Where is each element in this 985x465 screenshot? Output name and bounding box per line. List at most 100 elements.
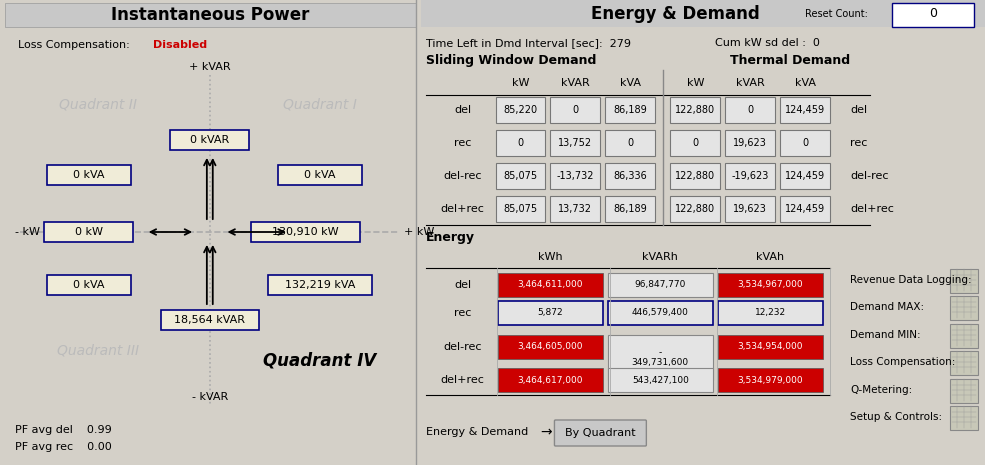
FancyBboxPatch shape [671, 130, 720, 156]
Text: 0 kVA: 0 kVA [73, 280, 104, 290]
Text: 446,579,400: 446,579,400 [632, 308, 689, 318]
Text: PF avg del    0.99: PF avg del 0.99 [15, 425, 111, 435]
Text: Demand MIN:: Demand MIN: [850, 330, 921, 340]
Text: del-rec: del-rec [443, 342, 482, 352]
FancyBboxPatch shape [495, 163, 546, 189]
Text: del-rec: del-rec [443, 171, 482, 181]
Text: 124,459: 124,459 [785, 171, 825, 181]
Text: 19,623: 19,623 [733, 204, 767, 214]
FancyBboxPatch shape [608, 301, 713, 325]
FancyBboxPatch shape [555, 420, 646, 446]
FancyBboxPatch shape [951, 296, 978, 320]
Text: kVA: kVA [620, 78, 641, 88]
Text: 122,880: 122,880 [676, 204, 715, 214]
Text: Thermal Demand: Thermal Demand [730, 54, 850, 67]
Text: del: del [850, 105, 867, 115]
Text: 0 kVA: 0 kVA [73, 170, 104, 180]
FancyBboxPatch shape [551, 97, 601, 123]
Text: Energy & Demand: Energy & Demand [591, 5, 759, 23]
Text: 3,534,954,000: 3,534,954,000 [738, 343, 803, 352]
Text: kW: kW [687, 78, 704, 88]
Text: 3,534,967,000: 3,534,967,000 [738, 280, 803, 290]
Text: rec: rec [454, 138, 471, 148]
FancyBboxPatch shape [170, 130, 249, 150]
Text: 12,232: 12,232 [755, 308, 786, 318]
Text: Revenue Data Logging:: Revenue Data Logging: [850, 275, 972, 285]
FancyBboxPatch shape [251, 222, 360, 242]
Text: Energy & Demand: Energy & Demand [426, 427, 528, 437]
FancyBboxPatch shape [718, 335, 822, 359]
Text: 5,872: 5,872 [538, 308, 563, 318]
FancyBboxPatch shape [780, 130, 830, 156]
FancyBboxPatch shape [606, 130, 655, 156]
Text: Quadrant III: Quadrant III [57, 343, 140, 357]
FancyBboxPatch shape [780, 163, 830, 189]
Text: del+rec: del+rec [440, 375, 485, 385]
Text: 0: 0 [929, 7, 937, 20]
FancyBboxPatch shape [498, 273, 603, 297]
FancyBboxPatch shape [725, 97, 775, 123]
Text: 0 kVA: 0 kVA [304, 170, 336, 180]
FancyBboxPatch shape [892, 3, 974, 27]
FancyBboxPatch shape [780, 196, 830, 222]
Text: 132,219 kVA: 132,219 kVA [285, 280, 356, 290]
FancyBboxPatch shape [725, 130, 775, 156]
Text: 0: 0 [692, 138, 698, 148]
Text: 0 kVAR: 0 kVAR [190, 135, 230, 145]
FancyBboxPatch shape [951, 269, 978, 293]
FancyBboxPatch shape [161, 310, 259, 330]
FancyBboxPatch shape [495, 196, 546, 222]
Text: 13,752: 13,752 [558, 138, 593, 148]
FancyBboxPatch shape [495, 97, 546, 123]
FancyBboxPatch shape [551, 163, 601, 189]
Text: 85,220: 85,220 [503, 105, 538, 115]
FancyBboxPatch shape [498, 368, 603, 392]
Text: 122,880: 122,880 [676, 105, 715, 115]
FancyBboxPatch shape [498, 301, 603, 325]
Text: Reset Count:: Reset Count: [805, 9, 868, 19]
FancyBboxPatch shape [951, 351, 978, 375]
FancyBboxPatch shape [718, 368, 822, 392]
FancyBboxPatch shape [606, 163, 655, 189]
Text: Cum kW sd del :  0: Cum kW sd del : 0 [715, 38, 821, 48]
Text: Time Left in Dmd Interval [sec]:  279: Time Left in Dmd Interval [sec]: 279 [426, 38, 630, 48]
Text: -
349,731,600: - 349,731,600 [631, 348, 689, 367]
Text: 124,459: 124,459 [785, 105, 825, 115]
Text: 86,189: 86,189 [614, 204, 647, 214]
FancyBboxPatch shape [279, 165, 362, 185]
Text: kVARh: kVARh [642, 252, 679, 262]
FancyBboxPatch shape [951, 379, 978, 403]
Text: Q-Metering:: Q-Metering: [850, 385, 912, 395]
FancyBboxPatch shape [718, 273, 822, 297]
Text: 86,189: 86,189 [614, 105, 647, 115]
Text: 3,464,605,000: 3,464,605,000 [518, 343, 583, 352]
Text: kVAR: kVAR [561, 78, 590, 88]
Text: del-rec: del-rec [850, 171, 888, 181]
Text: Disabled: Disabled [153, 40, 207, 50]
Text: + kW: + kW [404, 227, 434, 237]
Text: del: del [454, 105, 471, 115]
Text: kVA: kVA [795, 78, 816, 88]
Text: 0: 0 [572, 105, 578, 115]
FancyBboxPatch shape [268, 275, 372, 295]
Text: 96,847,770: 96,847,770 [634, 280, 686, 290]
FancyBboxPatch shape [498, 335, 603, 359]
Text: 86,336: 86,336 [614, 171, 647, 181]
Text: Quadrant IV: Quadrant IV [264, 351, 376, 369]
Text: 3,464,617,000: 3,464,617,000 [518, 376, 583, 385]
Text: 0 kW: 0 kW [75, 227, 102, 237]
Text: 124,459: 124,459 [785, 204, 825, 214]
Text: 85,075: 85,075 [503, 204, 538, 214]
Text: 0: 0 [802, 138, 809, 148]
FancyBboxPatch shape [551, 196, 601, 222]
Text: 122,880: 122,880 [676, 171, 715, 181]
Text: - kW: - kW [15, 227, 39, 237]
Text: -13,732: -13,732 [557, 171, 594, 181]
FancyBboxPatch shape [44, 222, 133, 242]
Text: kWh: kWh [538, 252, 562, 262]
Text: 18,564 kVAR: 18,564 kVAR [174, 315, 245, 325]
FancyBboxPatch shape [780, 97, 830, 123]
FancyBboxPatch shape [671, 163, 720, 189]
FancyBboxPatch shape [725, 163, 775, 189]
Text: PF avg rec    0.00: PF avg rec 0.00 [15, 442, 111, 452]
